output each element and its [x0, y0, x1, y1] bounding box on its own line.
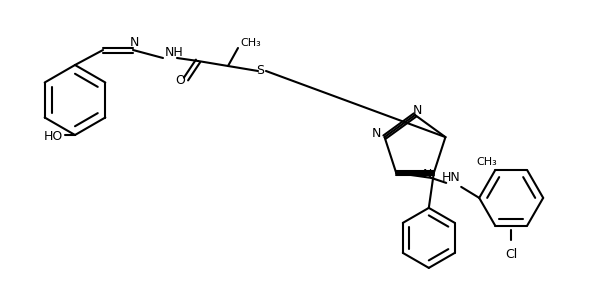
Text: HN: HN — [442, 171, 461, 184]
Text: CH₃: CH₃ — [477, 157, 497, 167]
Text: CH₃: CH₃ — [240, 38, 261, 48]
Text: NH: NH — [165, 45, 184, 58]
Text: N: N — [130, 37, 139, 50]
Text: N: N — [423, 168, 433, 181]
Text: O: O — [175, 75, 185, 88]
Text: HO: HO — [43, 130, 62, 143]
Text: N: N — [372, 127, 381, 140]
Text: N: N — [412, 104, 422, 117]
Text: S: S — [256, 63, 264, 76]
Text: Cl: Cl — [505, 248, 518, 261]
